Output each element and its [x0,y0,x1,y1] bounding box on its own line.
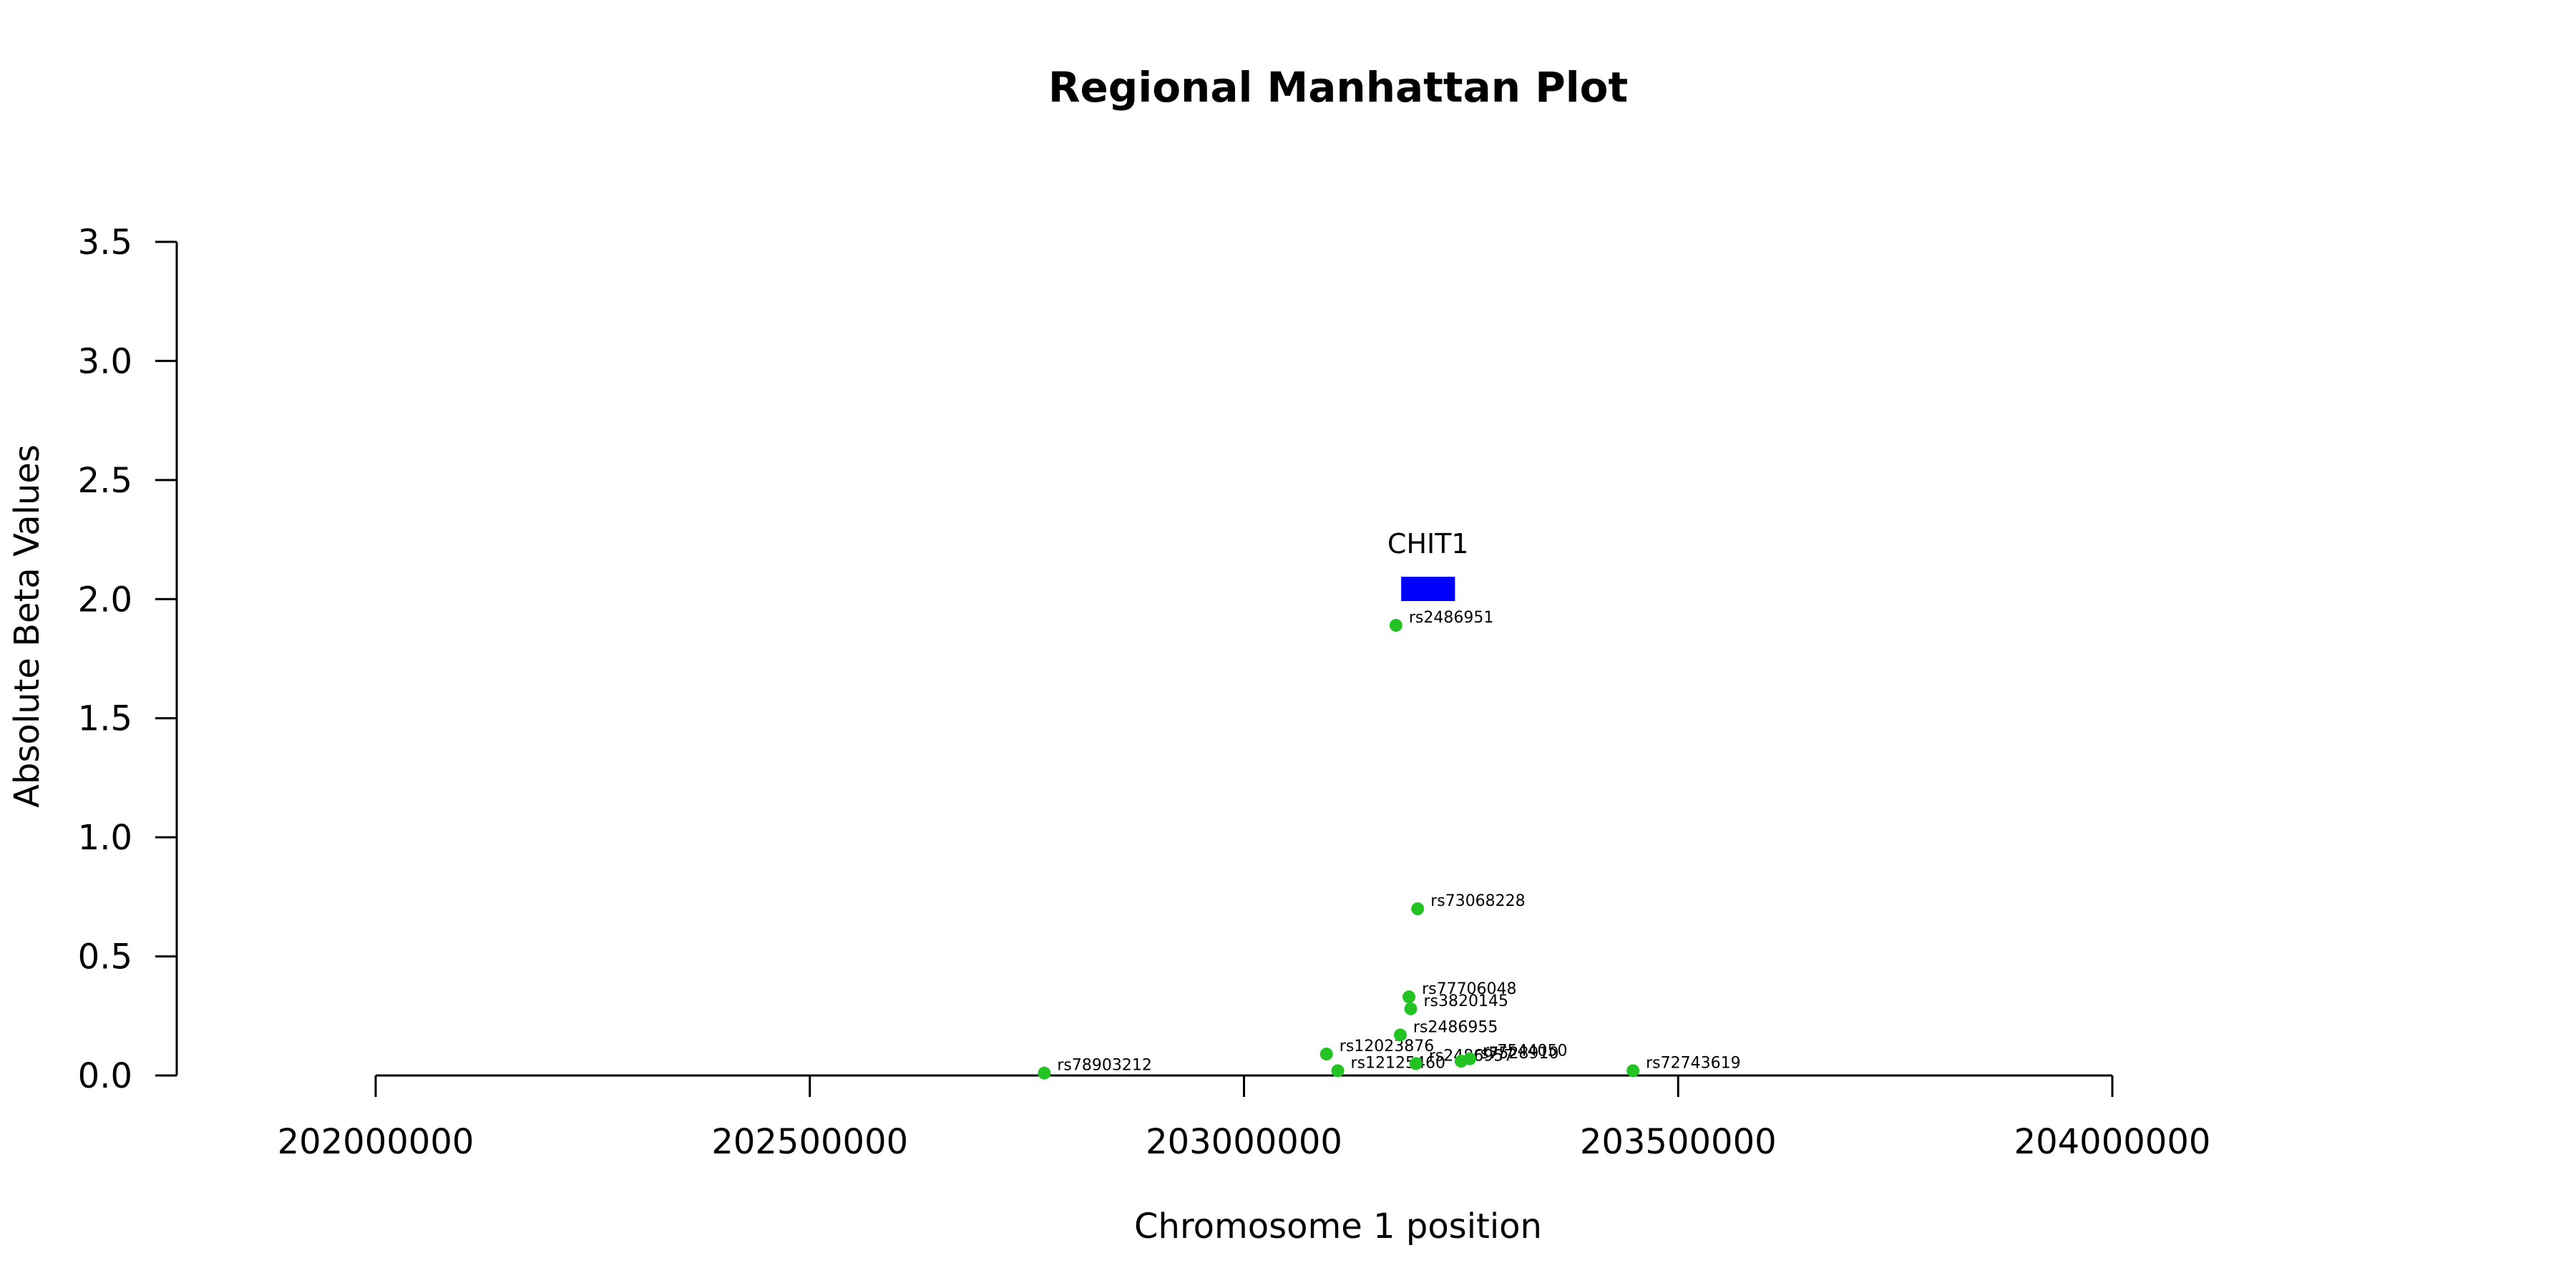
x-axis-ticks: 202000000 202500000 203000000 203500000 2040… [278,1075,2211,1162]
snp-point [1393,1028,1407,1042]
snp-label: rs77706048 [1422,980,1516,998]
y-tick-label: 0.5 [78,937,132,977]
gene-bar-chit1 [1401,577,1455,601]
y-tick-label: 2.5 [78,461,132,501]
snp-point [1402,990,1416,1004]
y-tick-label: 3.5 [78,223,132,263]
gene-track: CHIT1 [1387,528,1469,601]
x-tick-label: 203500000 [1580,1122,1777,1162]
y-axis-label: Absolute Beta Values [7,444,47,808]
snp-label: rs12125460 [1351,1054,1445,1072]
snp-label: rs78903212 [1057,1057,1151,1075]
chart-title: Regional Manhattan Plot [1048,63,1628,112]
x-tick-label: 202000000 [278,1122,474,1162]
snp-label: rs3820145 [1423,992,1508,1010]
x-tick-label: 203000000 [1146,1122,1342,1162]
x-tick-label: 202500000 [711,1122,908,1162]
gene-label: CHIT1 [1387,528,1469,560]
snp-point [1411,902,1425,915]
snp-point [1038,1066,1051,1080]
y-tick-label: 2.0 [78,580,132,620]
snp-label: rs12023876 [1340,1038,1434,1055]
x-axis-label: Chromosome 1 position [1134,1206,1542,1246]
x-tick-label: 204000000 [2014,1122,2211,1162]
snp-label: rs7544050 [1483,1043,1568,1060]
snp-point [1331,1064,1345,1078]
y-axis-ticks: 0.0 0.5 1.0 1.5 2.0 2.5 3.0 3.5 [78,223,177,1096]
snp-point [1626,1064,1640,1078]
snp-point [1319,1048,1333,1061]
snp-point [1404,1002,1418,1015]
snp-point [1463,1052,1477,1065]
snp-label: rs73068228 [1430,892,1525,910]
snp-point [1389,618,1402,632]
snp-label: rs2486951 [1409,609,1494,627]
y-tick-label: 3.0 [78,341,132,381]
y-tick-label: 1.0 [78,818,132,858]
snp-point [1409,1057,1423,1070]
snp-label: rs2486955 [1413,1018,1498,1036]
y-tick-label: 1.5 [78,699,132,739]
snp-label: rs7528910 [1474,1045,1559,1063]
snp-label: rs72743619 [1646,1054,1740,1072]
y-tick-label: 0.0 [78,1056,132,1096]
